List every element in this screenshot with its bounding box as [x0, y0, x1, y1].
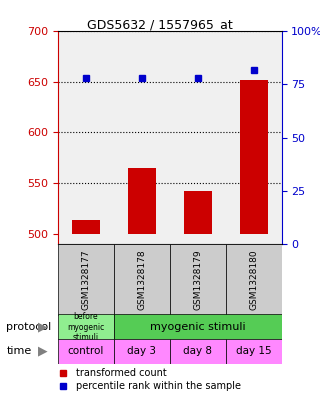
FancyBboxPatch shape: [114, 339, 170, 364]
Text: control: control: [68, 346, 104, 356]
Text: percentile rank within the sample: percentile rank within the sample: [76, 381, 241, 391]
Text: ▶: ▶: [38, 345, 48, 358]
Bar: [184, 191, 212, 233]
Text: GSM1328177: GSM1328177: [81, 250, 90, 310]
FancyBboxPatch shape: [170, 339, 226, 364]
FancyBboxPatch shape: [226, 244, 282, 316]
Bar: [240, 80, 268, 233]
Text: transformed count: transformed count: [76, 367, 166, 378]
Text: day 3: day 3: [127, 346, 156, 356]
Text: GSM1328178: GSM1328178: [137, 250, 146, 310]
Bar: [128, 168, 156, 233]
FancyBboxPatch shape: [58, 244, 114, 316]
FancyBboxPatch shape: [58, 314, 114, 340]
Text: GDS5632 / 1557965_at: GDS5632 / 1557965_at: [87, 18, 233, 31]
Text: protocol: protocol: [6, 322, 52, 332]
FancyBboxPatch shape: [114, 244, 170, 316]
Text: GSM1328180: GSM1328180: [249, 250, 258, 310]
Text: ▶: ▶: [38, 320, 48, 334]
Text: GSM1328179: GSM1328179: [193, 250, 202, 310]
Text: time: time: [6, 346, 32, 356]
Text: day 15: day 15: [236, 346, 271, 356]
FancyBboxPatch shape: [170, 244, 226, 316]
FancyBboxPatch shape: [58, 339, 114, 364]
Text: myogenic stimuli: myogenic stimuli: [150, 322, 245, 332]
FancyBboxPatch shape: [226, 339, 282, 364]
Text: before
myogenic
stimuli: before myogenic stimuli: [67, 312, 104, 342]
FancyBboxPatch shape: [114, 314, 282, 340]
Bar: [72, 220, 100, 233]
Text: day 8: day 8: [183, 346, 212, 356]
